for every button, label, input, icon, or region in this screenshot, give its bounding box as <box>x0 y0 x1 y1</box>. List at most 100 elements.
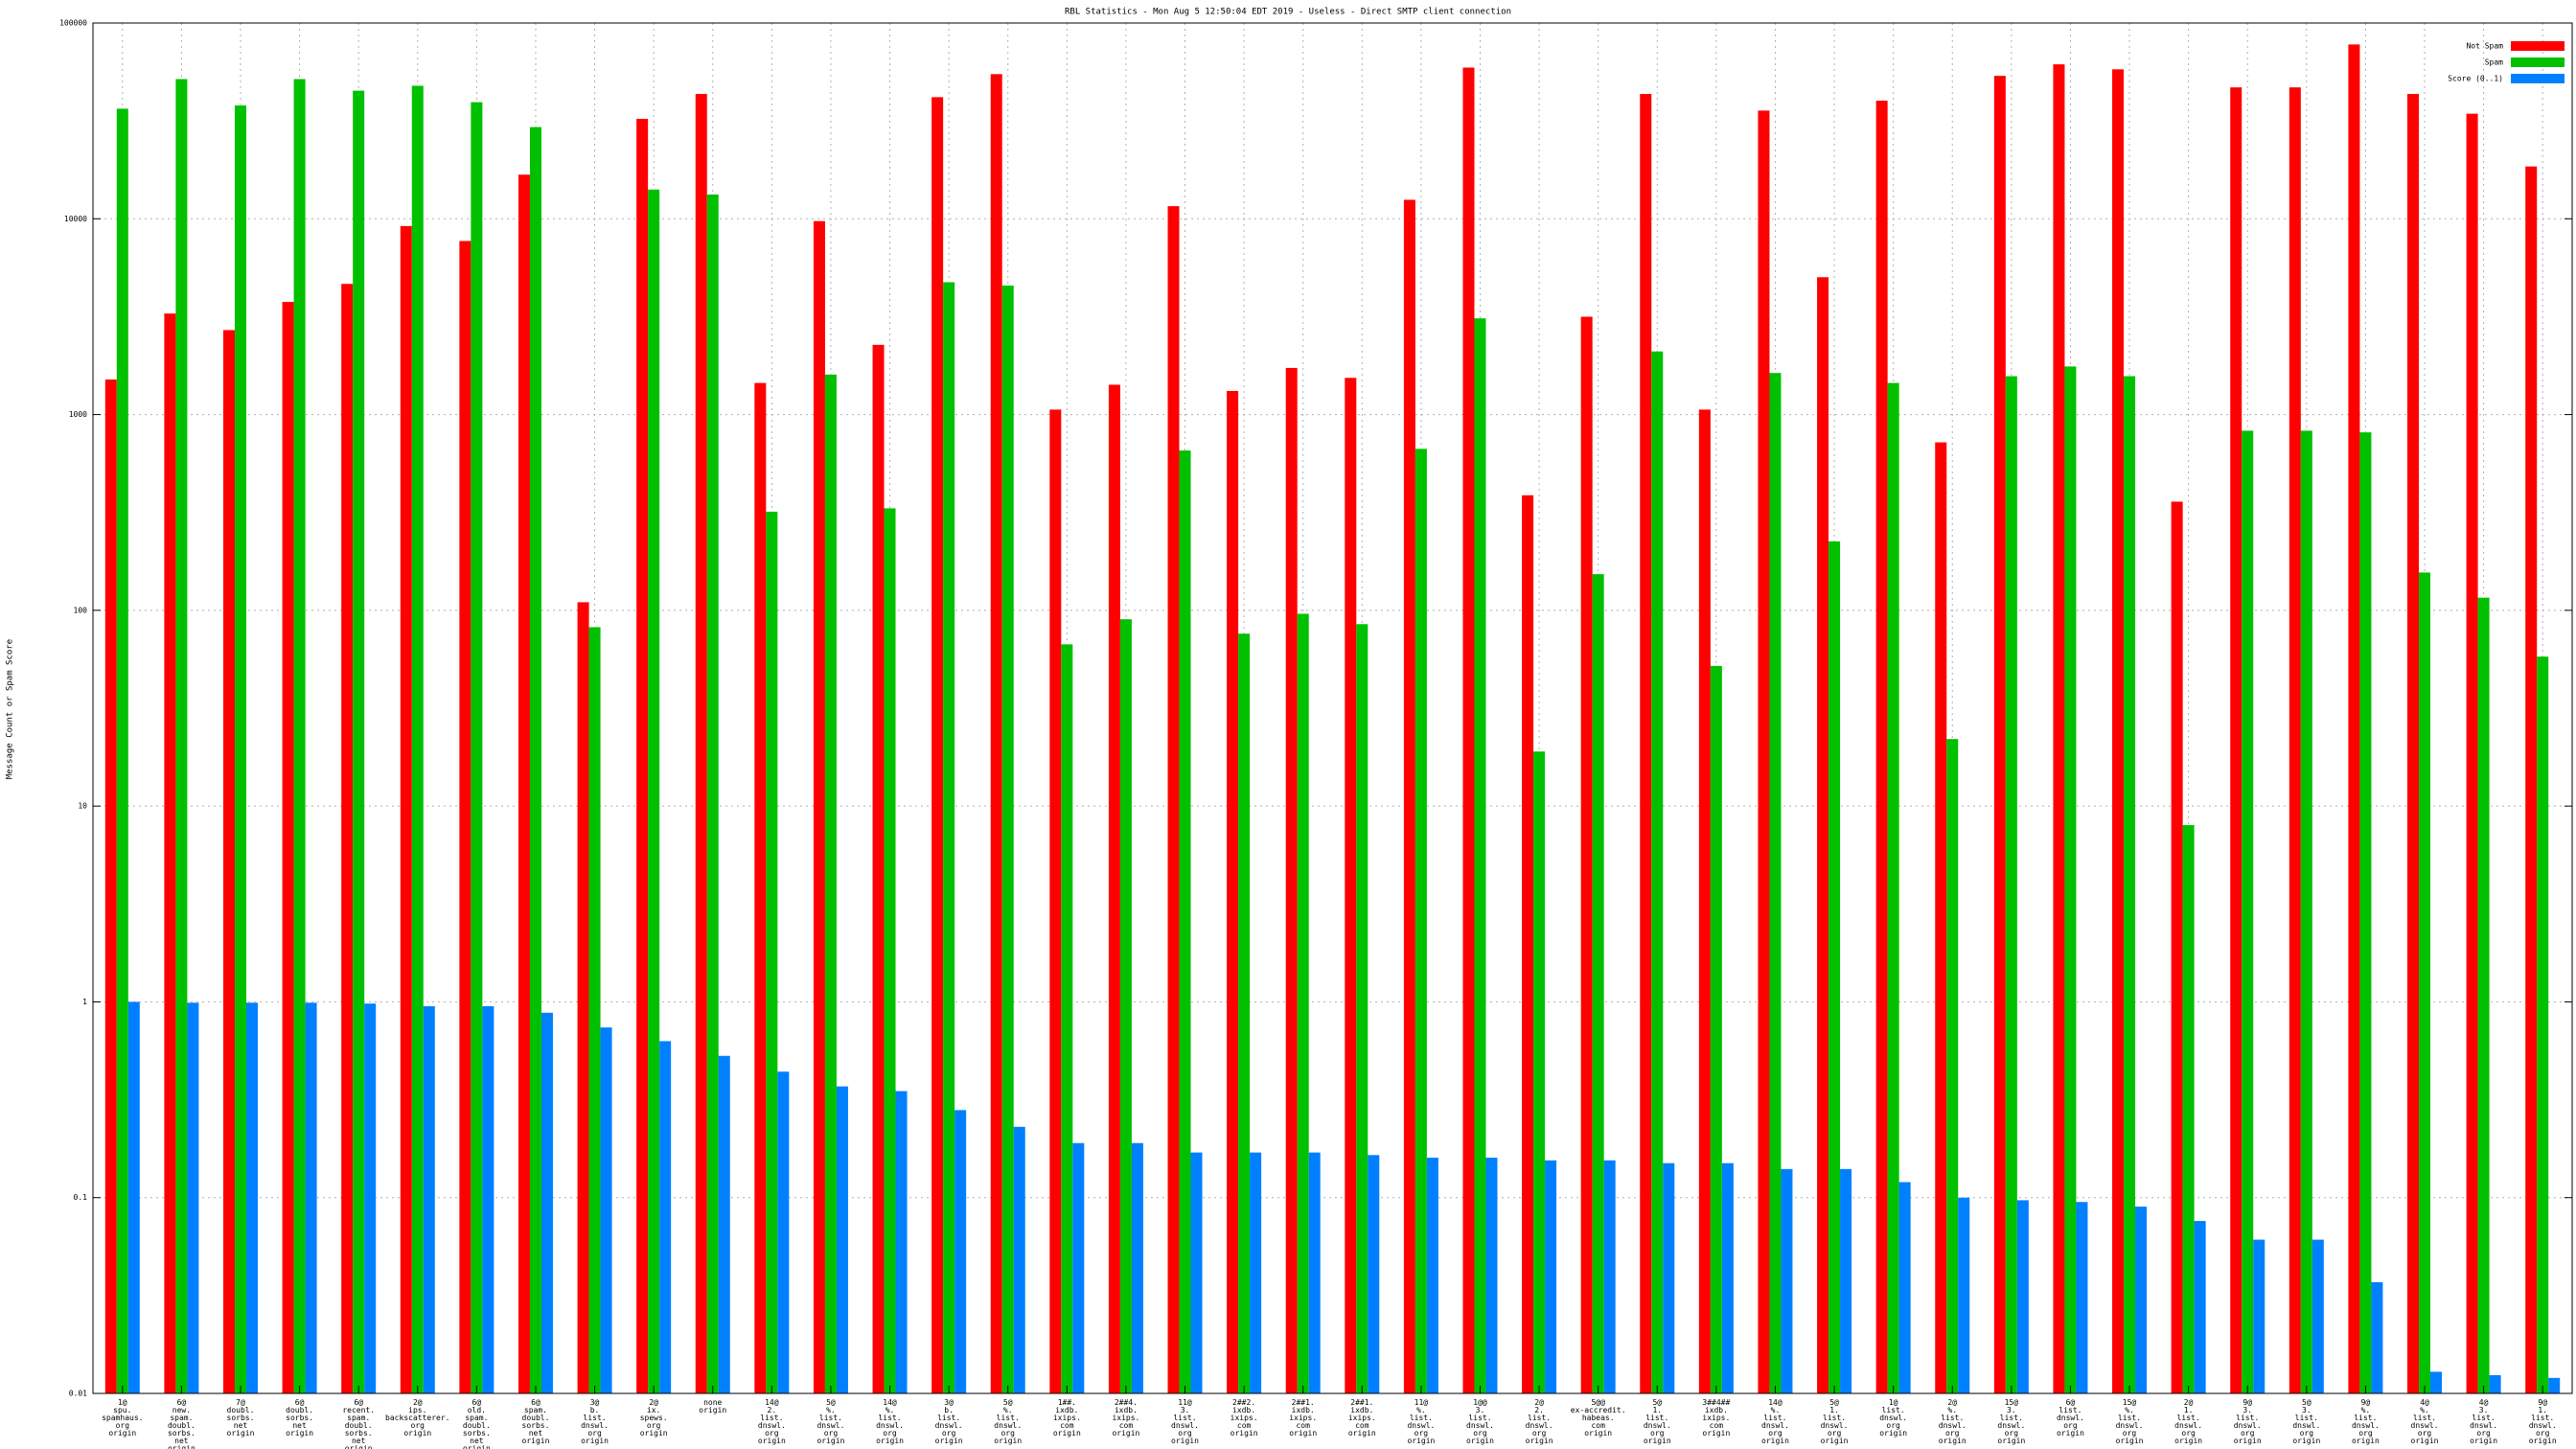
x-tick-label: 5@ 1. list. dnswl. org origin <box>1644 1398 1671 1445</box>
x-tick-label: 9@ 3. list. dnswl. org origin <box>2234 1398 2262 1445</box>
x-tick-label: 1@@ 3. list. dnswl. org origin <box>1466 1398 1494 1445</box>
bar <box>1840 1168 1852 1393</box>
bar <box>754 382 767 1394</box>
bar <box>2194 1221 2206 1393</box>
bar <box>1485 1158 1498 1393</box>
bar <box>659 1041 672 1393</box>
bar <box>1758 110 1770 1393</box>
bar <box>2005 376 2017 1393</box>
bar <box>1250 1152 1262 1393</box>
bar <box>1167 206 1180 1393</box>
bar <box>471 102 483 1393</box>
bar <box>1345 378 1357 1393</box>
bar <box>2359 432 2372 1393</box>
bar <box>872 344 885 1393</box>
x-tick-label: 2##4. ixdb. ixips. com origin <box>1112 1398 1139 1438</box>
y-tick-label: 10000 <box>64 215 87 223</box>
bar <box>411 85 424 1394</box>
bar <box>1580 316 1593 1394</box>
bar <box>1958 1197 1970 1393</box>
bar <box>884 508 896 1393</box>
bar <box>1308 1152 1321 1393</box>
bar <box>2407 94 2420 1394</box>
bar <box>2076 1202 2088 1393</box>
bar <box>2430 1371 2443 1393</box>
bar <box>245 1002 258 1393</box>
x-tick-label: 6@ recent. spam. doubl. sorbs. net origin <box>342 1398 375 1449</box>
bar <box>127 1001 140 1393</box>
legend-label: Not Spam <box>2466 42 2503 51</box>
bar <box>1592 574 1604 1393</box>
bar <box>1368 1155 1380 1393</box>
x-tick-label: 3@ b. list. dnswl. org origin <box>935 1398 963 1445</box>
legend-swatch <box>2511 58 2564 67</box>
bar <box>282 302 294 1394</box>
bar <box>353 90 365 1394</box>
bar <box>1875 101 1888 1394</box>
x-tick-label: 2@ 1. list. dnswl. org origin <box>2174 1398 2202 1445</box>
bar <box>1710 665 1722 1393</box>
bar <box>588 627 601 1393</box>
bar <box>1061 644 1073 1393</box>
bar <box>954 1110 967 1393</box>
x-tick-label: 2@ 2. list. dnswl. org origin <box>1526 1398 1553 1445</box>
bar <box>990 74 1002 1393</box>
bar <box>2112 69 2125 1394</box>
bar <box>482 1005 494 1393</box>
bar <box>341 284 354 1393</box>
bar <box>1227 390 1239 1393</box>
legend-label: Score (0..1) <box>2448 75 2503 83</box>
y-tick-label: 1000 <box>69 410 87 419</box>
bar <box>1049 409 1062 1393</box>
bar <box>1545 1160 1557 1393</box>
bar <box>2171 501 2183 1393</box>
bar <box>529 126 541 1394</box>
x-tick-label: 5@ 1. list. dnswl. org origin <box>1821 1398 1849 1445</box>
x-tick-label: 5@ 3. list. dnswl. org origin <box>2292 1398 2320 1445</box>
bar <box>2064 366 2077 1393</box>
bar <box>824 374 837 1394</box>
bar <box>943 282 955 1394</box>
bar <box>1119 619 1132 1393</box>
bar <box>2548 1377 2561 1393</box>
bar <box>2419 572 2431 1393</box>
bar <box>1414 448 1427 1394</box>
bar <box>2312 1239 2324 1393</box>
y-tick-label: 100000 <box>59 19 87 28</box>
x-tick-label: 1@ spu. spamhaus. org origin <box>102 1398 143 1438</box>
bar <box>293 79 306 1394</box>
x-tick-label: 1@ list. dnswl. org origin <box>1879 1398 1907 1438</box>
bar <box>718 1055 730 1393</box>
x-tick-label: 14@ 2. list. dnswl. org origin <box>758 1398 786 1445</box>
bar <box>636 118 649 1394</box>
bar <box>1426 1158 1438 1393</box>
bar <box>2016 1200 2029 1393</box>
bar <box>187 1002 199 1393</box>
x-tick-label: 9@%. list. dnswl. org origin <box>2352 1398 2380 1445</box>
y-tick-label: 1 <box>82 998 87 1006</box>
bar <box>305 1002 317 1393</box>
bar <box>932 97 944 1393</box>
bar <box>423 1005 435 1393</box>
bar <box>577 602 589 1393</box>
x-tick-label: 11@ 3. list. dnswl. org origin <box>1171 1398 1199 1445</box>
bar <box>1887 382 1899 1394</box>
x-tick-label: 4@ 3. list. dnswl. org origin <box>2470 1398 2497 1445</box>
bar <box>2288 87 2301 1394</box>
x-tick-label: 15@%. list. dnswl. org origin <box>2116 1398 2144 1445</box>
bar <box>1001 285 1014 1393</box>
bar <box>2466 113 2478 1394</box>
x-tick-label: 1##. ixdb. ixips. com origin <box>1053 1398 1081 1438</box>
bar <box>1651 351 1664 1394</box>
bar <box>164 313 176 1393</box>
bar <box>648 189 660 1394</box>
x-tick-label: 2@ ips. backscatterer. org origin <box>385 1398 449 1438</box>
bar <box>2537 656 2549 1393</box>
bar <box>2053 64 2065 1394</box>
bar <box>1190 1152 1203 1393</box>
bar <box>1108 384 1120 1394</box>
bar <box>175 79 188 1394</box>
x-tick-label: 2##1. ixdb. ixips. com origin <box>1348 1398 1376 1438</box>
bar <box>2230 87 2242 1394</box>
